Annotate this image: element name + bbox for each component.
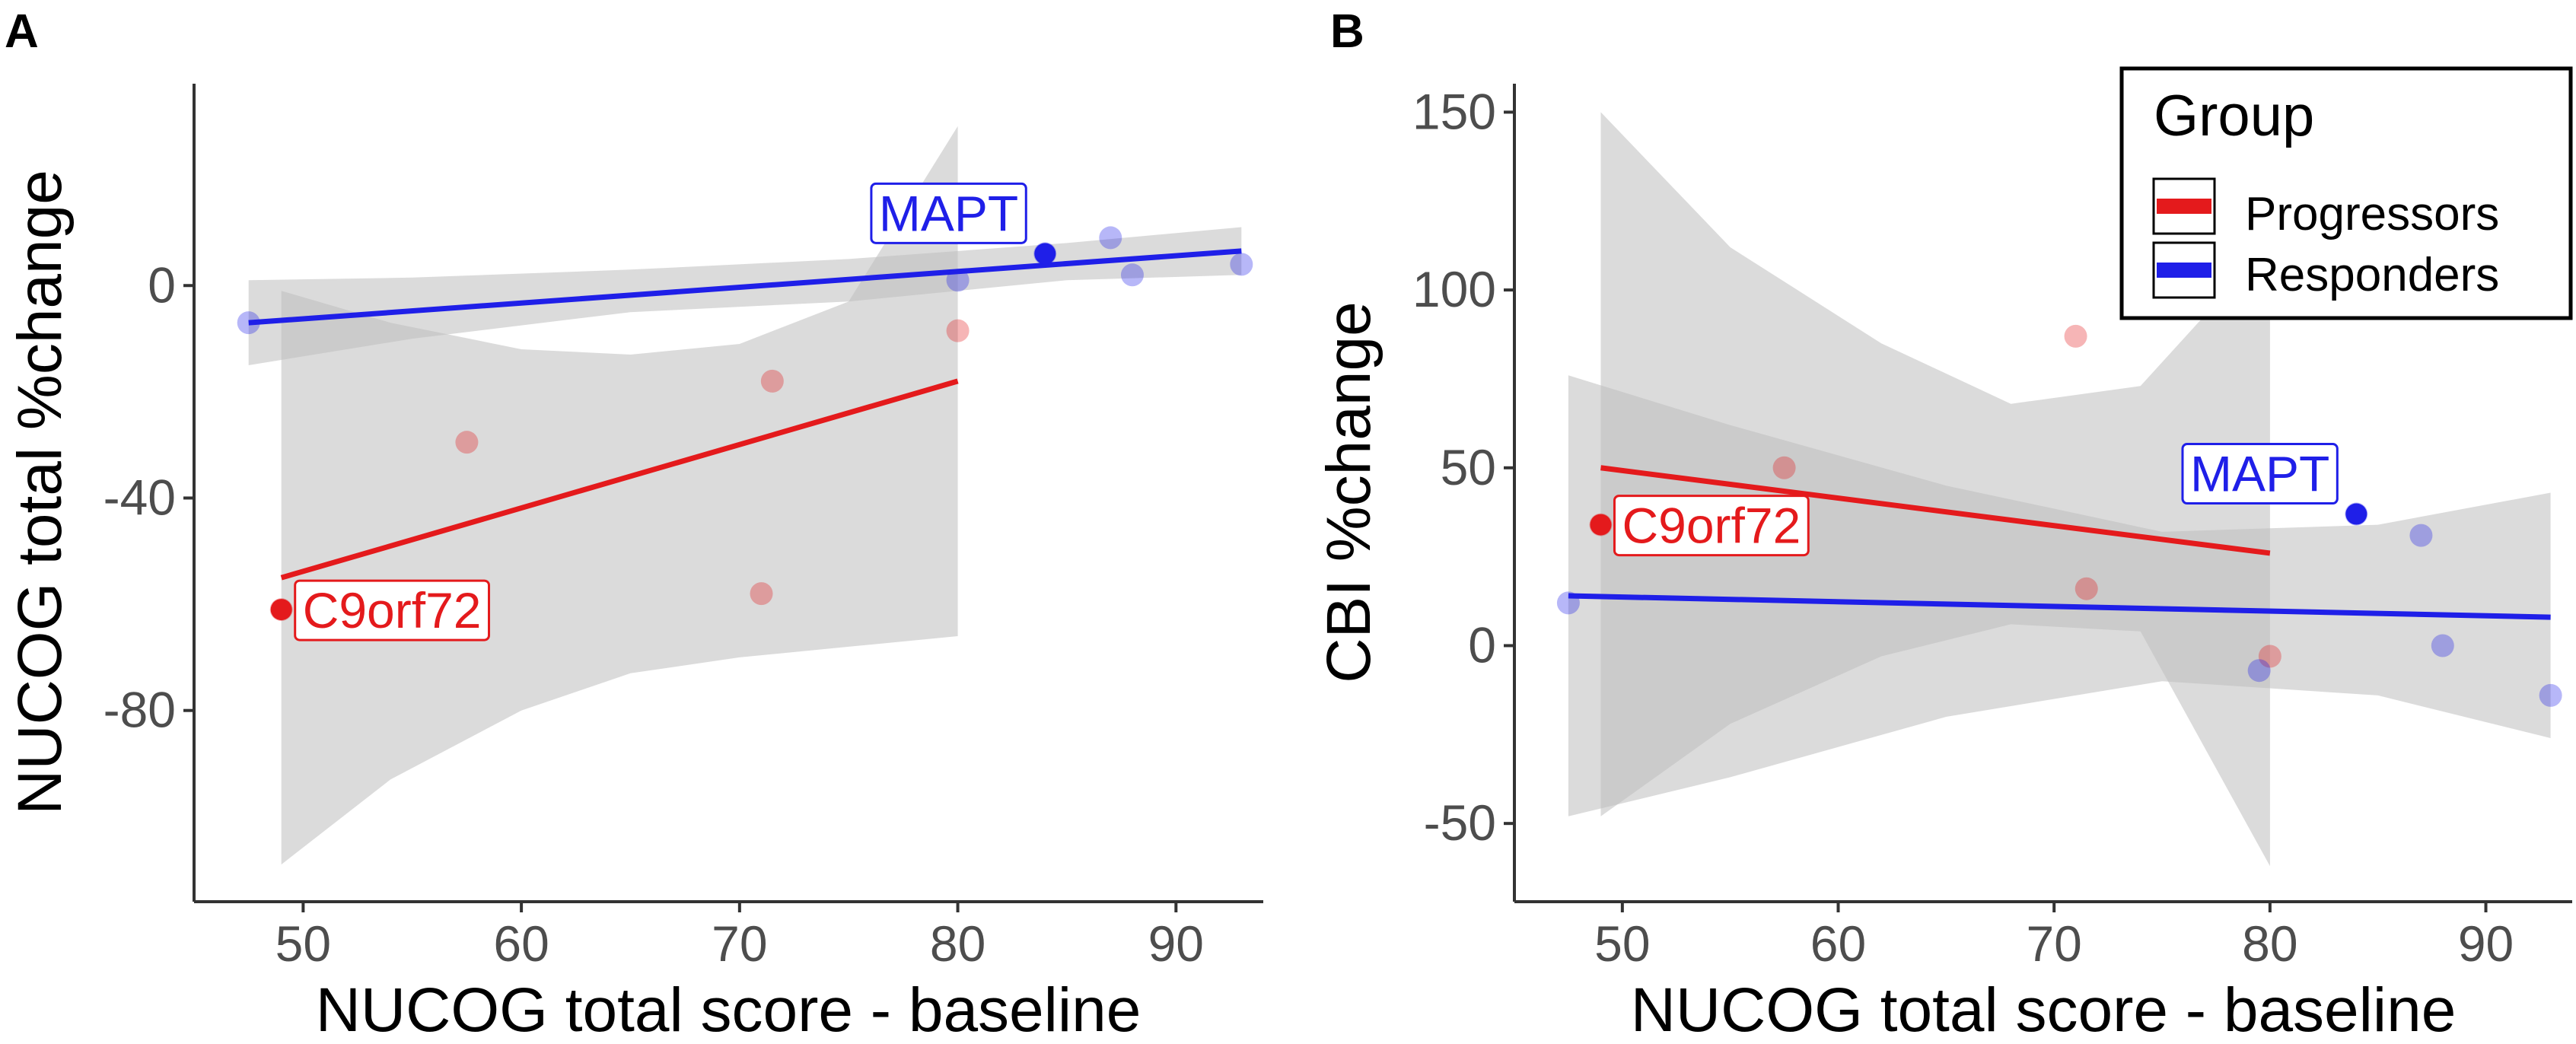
panel-a-point-responders-0 <box>237 311 260 335</box>
panel-b-highlight-point-c9orf72 <box>1590 514 1612 536</box>
panel-a: A C9orf72 MAPT 50 60 70 80 90 0 -40 -80 NUCOG to… <box>5 5 1263 1044</box>
panel-a-x-tick-label: 60 <box>493 915 549 972</box>
panel-b-axes: 50 60 70 80 90 150 100 50 0 -50 <box>1412 83 2572 972</box>
panel-a-point-responders-5 <box>1230 253 1253 276</box>
panel-a-label-mapt: MAPT <box>879 185 1018 241</box>
panel-b-x-tick-label: 70 <box>2026 915 2081 972</box>
panel-a-point-responders-4 <box>1120 263 1144 287</box>
panel-b-x-tick-label: 90 <box>2458 915 2514 972</box>
panel-a-band-progressors <box>281 126 958 865</box>
panel-a-label-box-mapt <box>870 182 1027 244</box>
panel-a-x-tick-label: 80 <box>930 915 986 972</box>
panel-b-label-box-mapt <box>2181 443 2339 505</box>
panel-a-axes: 50 60 70 80 90 0 -40 -80 <box>103 84 1263 972</box>
panel-b-point-responders-4 <box>2431 634 2454 657</box>
panel-b-point-progressors-2 <box>2064 324 2087 348</box>
panel-a-highlight-point-c9orf72 <box>270 599 292 621</box>
panel-a-confidence-bands <box>248 126 1242 865</box>
legend-swatch-progressors <box>2157 199 2211 214</box>
panel-a-letter: A <box>5 5 39 58</box>
panel-b-y-tick-label: 100 <box>1412 261 1496 317</box>
panel-a-y-tick-label: 0 <box>148 256 176 313</box>
panel-a-point-progressors-3 <box>760 369 784 393</box>
legend-swatch-responders <box>2157 263 2211 278</box>
panel-b-letter: B <box>1330 5 1364 58</box>
panel-b-fit-line-progressors <box>1600 465 2271 556</box>
panel-b-point-progressors-4 <box>2258 645 2281 668</box>
panel-a-x-tick-label: 90 <box>1148 915 1204 972</box>
panel-a-point-responders-3 <box>1099 226 1122 250</box>
panel-b-highlight-point-mapt <box>2345 503 2367 525</box>
panel-b-y-tick-label: -50 <box>1424 794 1496 851</box>
panel-b-point-responders-1 <box>2247 659 2271 683</box>
panel-a-highlight-point-mapt <box>1034 243 1056 265</box>
panel-a-annotations: C9orf72 MAPT <box>294 182 1027 641</box>
panel-b-x-tick-label: 50 <box>1594 915 1650 972</box>
panel-a-fit-lines <box>248 248 1242 581</box>
panel-a-label-c9orf72: C9orf72 <box>303 582 482 638</box>
panel-b-point-responders-5 <box>2539 683 2562 707</box>
panel-b-y-tick-label: 150 <box>1412 83 1496 139</box>
panel-b-y-axis-title: CBI %change <box>1314 301 1384 683</box>
panel-b-band-responders <box>1568 375 2551 816</box>
panel-a-label-box-c9orf72 <box>294 579 491 641</box>
panel-a-point-progressors-2 <box>750 582 773 606</box>
panel-a-band-responders <box>248 227 1242 365</box>
panel-b-x-tick-label: 80 <box>2242 915 2297 972</box>
panel-b-label-c9orf72: C9orf72 <box>1622 498 1801 554</box>
panel-b: B C9orf72 MAPT 50 60 70 80 90 150 100 50 0 -50 NUC… <box>1314 5 2572 1044</box>
panel-a-x-axis-title: NUCOG total score - baseline <box>316 976 1142 1044</box>
panel-b-point-responders-3 <box>2409 524 2433 547</box>
panel-b-fit-lines <box>1568 465 2551 620</box>
panel-b-y-tick-label: 0 <box>1468 616 1496 673</box>
panel-b-y-tick-label: 50 <box>1441 439 1496 495</box>
panel-b-annotations: C9orf72 MAPT <box>1613 443 2339 557</box>
panel-b-x-tick-label: 60 <box>1810 915 1866 972</box>
panel-a-fit-line-responders <box>248 248 1242 326</box>
panel-a-y-tick-label: -40 <box>103 469 176 525</box>
panel-b-label-box-c9orf72 <box>1613 495 1810 557</box>
panel-a-fit-line-progressors <box>280 378 959 581</box>
panel-b-fit-line-responders <box>1568 593 2551 620</box>
legend-label-responders: Responders <box>2245 249 2499 301</box>
panel-b-point-progressors-1 <box>1772 456 1796 479</box>
panel-a-point-progressors-4 <box>946 319 970 342</box>
legend: Group Progressors Responders <box>2119 66 2573 320</box>
panel-b-point-progressors-3 <box>2074 577 2098 600</box>
panel-a-points <box>237 226 1253 622</box>
panel-a-x-tick-label: 70 <box>712 915 767 972</box>
panel-b-x-axis-title: NUCOG total score - baseline <box>1631 976 2457 1044</box>
panel-a-y-tick-label: -80 <box>103 682 176 738</box>
panel-a-point-progressors-1 <box>455 431 479 454</box>
panel-a-point-responders-1 <box>946 269 970 292</box>
panel-b-label-mapt: MAPT <box>2190 446 2329 502</box>
panel-b-point-responders-0 <box>1556 591 1580 615</box>
legend-label-progressors: Progressors <box>2245 188 2499 240</box>
panel-a-x-tick-label: 50 <box>275 915 331 972</box>
legend-title: Group <box>2154 84 2314 148</box>
panel-b-confidence-bands <box>1568 112 2551 867</box>
panel-b-points <box>1556 324 2562 707</box>
panel-a-y-axis-title: NUCOG total %change <box>5 170 75 815</box>
